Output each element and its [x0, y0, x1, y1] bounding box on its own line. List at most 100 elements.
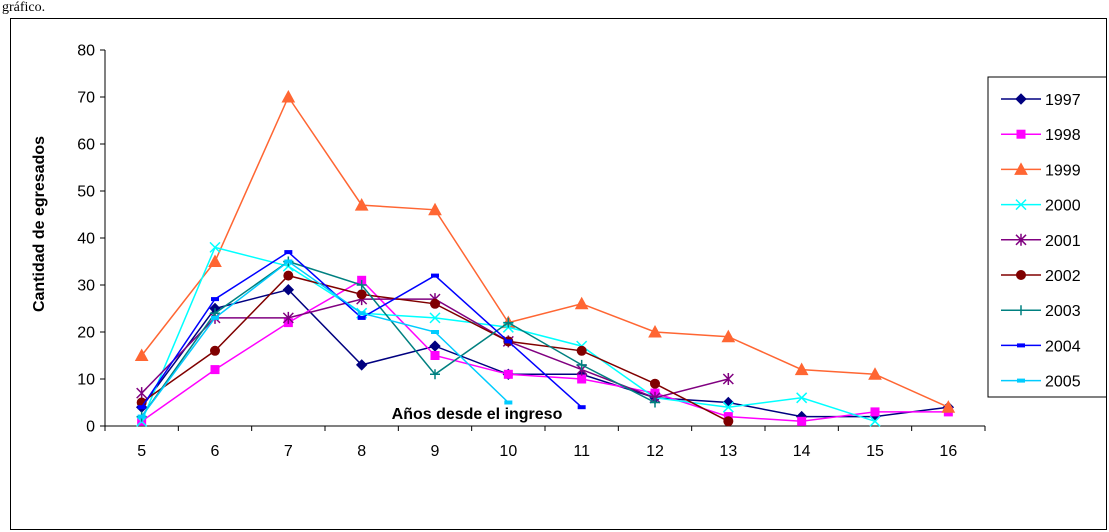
- data-point-1999: [868, 367, 882, 380]
- legend-marker: [1016, 129, 1026, 139]
- legend-label: 2003: [1045, 303, 1081, 320]
- data-point-2003: [576, 359, 587, 370]
- data-point-2002: [283, 270, 294, 281]
- data-point-1999: [574, 296, 589, 310]
- data-point-2000: [722, 401, 734, 413]
- y-tick-label: 20: [77, 325, 95, 342]
- y-tick-label: 50: [77, 184, 95, 201]
- y-tick-label: 70: [77, 90, 95, 107]
- data-point-1998: [870, 407, 880, 417]
- data-point-2005: [431, 330, 439, 334]
- data-point-2002: [210, 345, 220, 356]
- data-point-1999: [134, 348, 149, 361]
- data-point-2005: [357, 311, 366, 316]
- data-point-1999: [281, 89, 296, 103]
- legend-label: 2000: [1045, 198, 1081, 215]
- data-point-2004: [504, 339, 513, 344]
- data-point-2000: [209, 241, 221, 253]
- data-point-2002: [576, 345, 587, 356]
- x-tick-label: 13: [719, 443, 737, 460]
- data-point-2000: [796, 392, 808, 404]
- series-line-2003: [141, 260, 656, 418]
- legend-item-2001: 2001: [1001, 233, 1081, 250]
- data-point-2004: [137, 405, 146, 410]
- data-point-2005: [211, 315, 219, 320]
- series-2003: [136, 256, 660, 422]
- legend-item-2002: 2002: [1001, 268, 1081, 285]
- series-1998: [137, 275, 953, 426]
- data-point-2004: [577, 405, 586, 410]
- data-point-1999: [428, 202, 442, 216]
- legend-item-1997: 1997: [1001, 92, 1081, 109]
- x-tick-label: 8: [357, 443, 366, 460]
- chart-legend: 1997 1998 1999 2000 2001 2002 2003 2004 2005: [987, 76, 1106, 398]
- data-point-1999: [721, 329, 736, 343]
- y-tick-label: 80: [77, 43, 95, 60]
- data-point-2001: [136, 387, 148, 400]
- data-point-2004: [211, 297, 219, 302]
- legend-label: 1998: [1045, 127, 1081, 144]
- data-point-2004: [357, 315, 366, 320]
- legend-box: [987, 76, 1106, 398]
- caption-text: gráfico.: [2, 0, 46, 15]
- data-point-1997: [429, 340, 441, 352]
- y-tick-label: 10: [77, 372, 95, 389]
- legend-marker: [1017, 343, 1025, 348]
- legend-item-2004: 2004: [1001, 338, 1081, 355]
- x-tick-label: 12: [646, 443, 664, 460]
- x-tick-label: 16: [939, 443, 957, 460]
- series-line-1999: [141, 95, 949, 408]
- data-point-1997: [355, 359, 368, 371]
- data-point-2005: [284, 259, 293, 264]
- data-point-1998: [210, 365, 220, 375]
- y-tick-label: 30: [77, 278, 95, 295]
- data-point-1998: [577, 374, 587, 384]
- y-tick-label: 40: [77, 231, 95, 248]
- chart-axes: 0 10 20 30 40 50 60 70 80 5 6 7 8 9 10 11 12 13 14 15 16: [77, 43, 986, 460]
- data-point-2002: [430, 298, 440, 309]
- x-tick-label: 10: [499, 443, 517, 460]
- series-2005: [137, 259, 513, 419]
- x-tick-label: 7: [284, 443, 293, 460]
- data-point-2002: [356, 289, 367, 300]
- chart-frame: 0 10 20 30 40 50 60 70 80 5 6 7 8 9 10 11 12 13 14 15 16 199…: [10, 18, 1107, 530]
- series-line-2000: [140, 246, 876, 423]
- chart-series: [134, 89, 956, 427]
- data-point-1997: [282, 283, 295, 296]
- legend-item-1998: 1998: [1001, 127, 1081, 144]
- data-point-2003: [503, 317, 514, 328]
- data-point-2003: [356, 280, 367, 290]
- y-tick-label: 60: [77, 137, 95, 154]
- data-point-2005: [137, 414, 146, 419]
- legend-marker: [1014, 162, 1028, 175]
- legend-marker: [1016, 305, 1026, 316]
- series-2002: [136, 270, 734, 427]
- series-line-1998: [141, 279, 949, 423]
- data-point-1999: [794, 362, 809, 376]
- series-line-2005: [141, 260, 509, 418]
- legend-label: 2004: [1045, 338, 1081, 355]
- data-point-2004: [284, 250, 293, 255]
- series-2000: [136, 241, 881, 427]
- data-point-2003: [650, 397, 660, 408]
- data-point-2005: [504, 400, 513, 405]
- legend-item-1999: 1999: [1001, 162, 1081, 179]
- legend-marker: [1017, 378, 1025, 383]
- x-tick-label: 15: [866, 443, 884, 460]
- legend-label: 1999: [1045, 162, 1081, 179]
- data-point-1999: [208, 254, 222, 267]
- legend-marker: [1015, 233, 1027, 246]
- x-tick-label: 11: [573, 443, 590, 460]
- data-point-2000: [429, 312, 441, 324]
- data-point-2000: [869, 415, 881, 427]
- series-1999: [134, 89, 956, 413]
- data-point-1998: [430, 351, 440, 360]
- data-point-2002: [650, 378, 660, 389]
- x-tick-label: 9: [431, 443, 440, 460]
- legend-label: 2002: [1045, 268, 1081, 285]
- legend-item-2005: 2005: [1001, 374, 1081, 391]
- data-point-1998: [503, 369, 513, 379]
- legend-label: 2005: [1045, 374, 1081, 391]
- data-point-1999: [648, 324, 662, 338]
- x-tick-label: 6: [211, 443, 220, 460]
